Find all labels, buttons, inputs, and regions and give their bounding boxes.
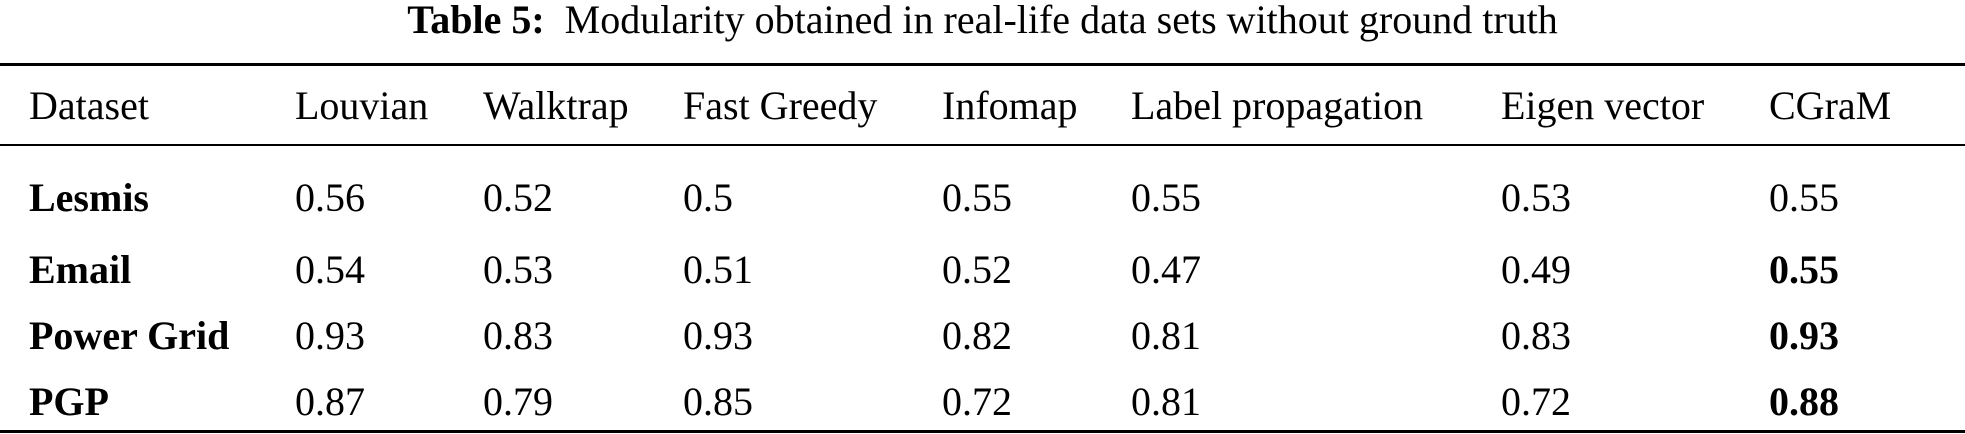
table-row: PGP 0.87 0.79 0.85 0.72 0.81 0.72 0.88 [0, 368, 1965, 434]
top-rule [0, 63, 1965, 66]
cell-fast-greedy: 0.5 [683, 175, 733, 220]
caption-text: Modularity obtained in real-life data se… [564, 0, 1558, 42]
cell-louvian: 0.93 [295, 312, 365, 358]
cell-eigen-vector: 0.53 [1501, 175, 1571, 220]
table-caption: Table 5: Modularity obtained in real-lif… [0, 0, 1965, 48]
header-rule [0, 144, 1965, 146]
cell-label-propagation: 0.55 [1131, 175, 1201, 220]
cell-cgram: 0.88 [1769, 378, 1839, 424]
cell-eigen-vector: 0.72 [1501, 378, 1571, 424]
cell-eigen-vector: 0.49 [1501, 246, 1571, 292]
cell-cgram: 0.93 [1769, 312, 1839, 358]
cell-walktrap: 0.53 [483, 246, 553, 292]
cell-label-propagation: 0.81 [1131, 378, 1201, 424]
header-fast-greedy: Fast Greedy [683, 83, 878, 128]
cell-eigen-vector: 0.83 [1501, 312, 1571, 358]
cell-fast-greedy: 0.93 [683, 312, 753, 358]
cell-infomap: 0.52 [942, 246, 1012, 292]
table-row: Lesmis 0.56 0.52 0.5 0.55 0.55 0.53 0.55 [0, 145, 1965, 236]
bottom-rule [0, 430, 1965, 433]
cell-walktrap: 0.52 [483, 175, 553, 220]
cell-louvian: 0.56 [295, 175, 365, 220]
header-louvian: Louvian [295, 83, 429, 128]
cell-louvian: 0.87 [295, 378, 365, 424]
header-row: Dataset Louvian Walktrap Fast Greedy Inf… [0, 66, 1965, 145]
dataset-name: PGP [29, 378, 109, 424]
header-dataset: Dataset [29, 83, 149, 128]
cell-label-propagation: 0.47 [1131, 246, 1201, 292]
cell-fast-greedy: 0.85 [683, 378, 753, 424]
cell-infomap: 0.72 [942, 378, 1012, 424]
dataset-name: Email [29, 246, 132, 292]
cell-walktrap: 0.83 [483, 312, 553, 358]
cell-cgram: 0.55 [1769, 246, 1839, 292]
caption-label: Table 5: [407, 0, 545, 42]
cell-walktrap: 0.79 [483, 378, 553, 424]
cell-fast-greedy: 0.51 [683, 246, 753, 292]
header-walktrap: Walktrap [483, 83, 629, 128]
table-row: Power Grid 0.93 0.83 0.93 0.82 0.81 0.83… [0, 302, 1965, 368]
header-cgram: CGraM [1769, 83, 1892, 128]
cell-infomap: 0.82 [942, 312, 1012, 358]
dataset-name: Power Grid [29, 312, 230, 358]
dataset-name: Lesmis [29, 175, 149, 220]
header-eigen-vector: Eigen vector [1501, 83, 1705, 128]
cell-label-propagation: 0.81 [1131, 312, 1201, 358]
header-label-propagation: Label propagation [1131, 83, 1424, 128]
modularity-table: Dataset Louvian Walktrap Fast Greedy Inf… [0, 66, 1965, 434]
table-row: Email 0.54 0.53 0.51 0.52 0.47 0.49 0.55 [0, 236, 1965, 302]
cell-cgram: 0.55 [1769, 175, 1839, 220]
cell-louvian: 0.54 [295, 246, 365, 292]
cell-infomap: 0.55 [942, 175, 1012, 220]
header-infomap: Infomap [942, 83, 1078, 128]
